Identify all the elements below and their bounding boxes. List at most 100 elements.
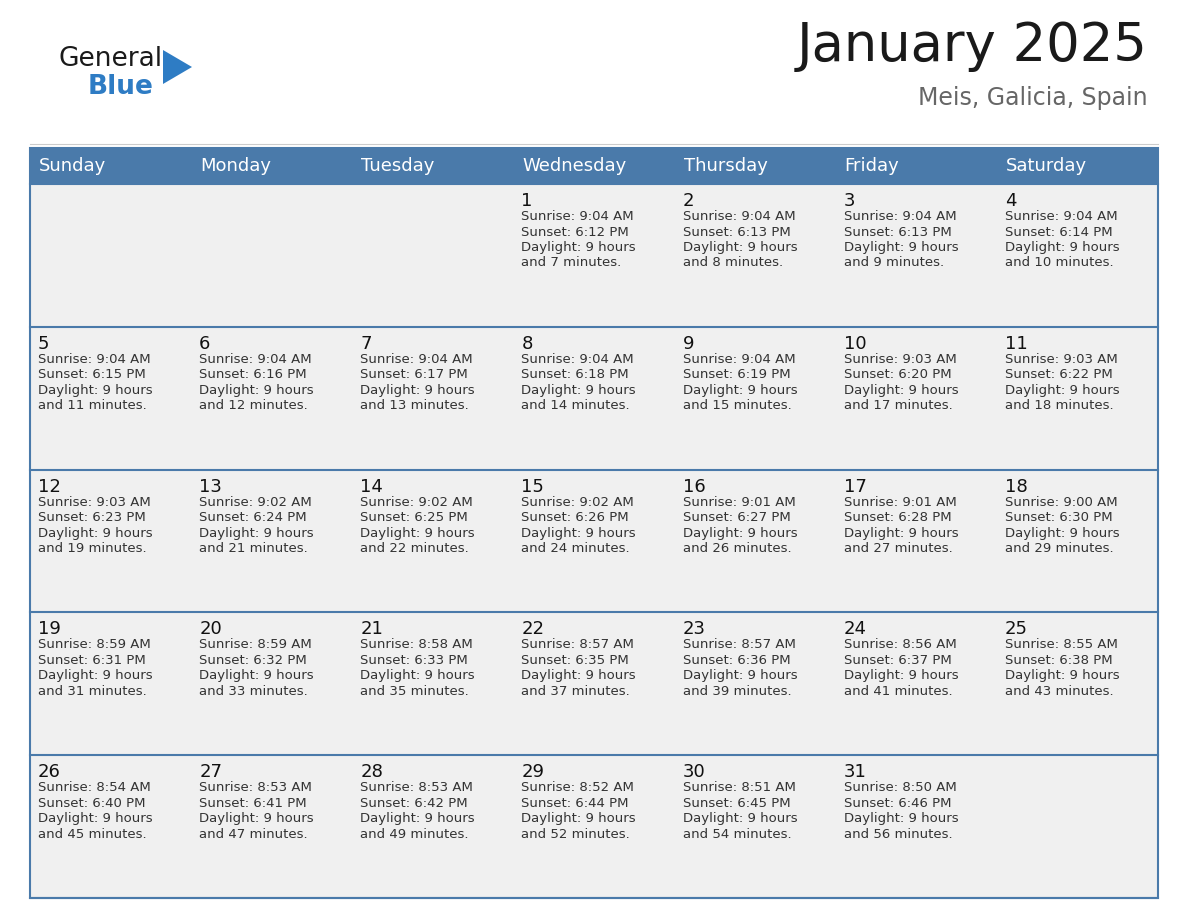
Bar: [513, 612, 675, 756]
Text: 10: 10: [843, 335, 866, 353]
Text: and 45 minutes.: and 45 minutes.: [38, 828, 146, 841]
Text: 14: 14: [360, 477, 384, 496]
Text: Daylight: 9 hours: Daylight: 9 hours: [843, 812, 959, 825]
Text: and 29 minutes.: and 29 minutes.: [1005, 543, 1113, 555]
Polygon shape: [163, 50, 192, 84]
Text: Daylight: 9 hours: Daylight: 9 hours: [200, 527, 314, 540]
Bar: [675, 148, 835, 184]
Text: Saturday: Saturday: [1006, 157, 1087, 175]
Bar: [30, 612, 191, 756]
Text: and 12 minutes.: and 12 minutes.: [200, 399, 308, 412]
Text: 16: 16: [683, 477, 706, 496]
Text: Daylight: 9 hours: Daylight: 9 hours: [683, 527, 797, 540]
Text: 2: 2: [683, 192, 694, 210]
Text: and 10 minutes.: and 10 minutes.: [1005, 256, 1113, 270]
Text: Daylight: 9 hours: Daylight: 9 hours: [200, 384, 314, 397]
Text: Daylight: 9 hours: Daylight: 9 hours: [360, 384, 475, 397]
Text: 11: 11: [1005, 335, 1028, 353]
Text: 7: 7: [360, 335, 372, 353]
Text: Daylight: 9 hours: Daylight: 9 hours: [38, 812, 152, 825]
Text: Wednesday: Wednesday: [523, 157, 627, 175]
Bar: [997, 756, 1158, 898]
Bar: [675, 470, 835, 612]
Text: Sunset: 6:12 PM: Sunset: 6:12 PM: [522, 226, 630, 239]
Text: Sunrise: 8:59 AM: Sunrise: 8:59 AM: [200, 638, 312, 652]
Text: 12: 12: [38, 477, 61, 496]
Text: 22: 22: [522, 621, 544, 638]
Text: and 35 minutes.: and 35 minutes.: [360, 685, 469, 698]
Bar: [191, 184, 353, 327]
Text: and 31 minutes.: and 31 minutes.: [38, 685, 147, 698]
Text: Daylight: 9 hours: Daylight: 9 hours: [360, 669, 475, 682]
Text: Daylight: 9 hours: Daylight: 9 hours: [843, 527, 959, 540]
Text: Sunset: 6:28 PM: Sunset: 6:28 PM: [843, 511, 952, 524]
Text: Sunset: 6:32 PM: Sunset: 6:32 PM: [200, 654, 307, 666]
Text: 23: 23: [683, 621, 706, 638]
Text: Sunset: 6:26 PM: Sunset: 6:26 PM: [522, 511, 630, 524]
Text: 5: 5: [38, 335, 50, 353]
Text: 30: 30: [683, 763, 706, 781]
Text: Sunrise: 8:55 AM: Sunrise: 8:55 AM: [1005, 638, 1118, 652]
Text: Sunset: 6:13 PM: Sunset: 6:13 PM: [683, 226, 790, 239]
Text: 28: 28: [360, 763, 384, 781]
Text: 27: 27: [200, 763, 222, 781]
Bar: [30, 756, 191, 898]
Text: 8: 8: [522, 335, 532, 353]
Text: Blue: Blue: [88, 74, 154, 100]
Bar: [835, 470, 997, 612]
Text: Sunrise: 9:03 AM: Sunrise: 9:03 AM: [843, 353, 956, 365]
Text: and 19 minutes.: and 19 minutes.: [38, 543, 146, 555]
Text: Sunset: 6:22 PM: Sunset: 6:22 PM: [1005, 368, 1113, 381]
Text: Sunrise: 9:02 AM: Sunrise: 9:02 AM: [200, 496, 312, 509]
Text: Sunset: 6:36 PM: Sunset: 6:36 PM: [683, 654, 790, 666]
Text: Daylight: 9 hours: Daylight: 9 hours: [843, 669, 959, 682]
Text: January 2025: January 2025: [797, 20, 1148, 72]
Bar: [353, 327, 513, 470]
Bar: [835, 612, 997, 756]
Text: Daylight: 9 hours: Daylight: 9 hours: [38, 527, 152, 540]
Text: Sunrise: 8:52 AM: Sunrise: 8:52 AM: [522, 781, 634, 794]
Bar: [835, 148, 997, 184]
Text: Sunrise: 8:59 AM: Sunrise: 8:59 AM: [38, 638, 151, 652]
Bar: [835, 327, 997, 470]
Text: Daylight: 9 hours: Daylight: 9 hours: [38, 669, 152, 682]
Text: and 8 minutes.: and 8 minutes.: [683, 256, 783, 270]
Text: 9: 9: [683, 335, 694, 353]
Bar: [675, 327, 835, 470]
Text: and 21 minutes.: and 21 minutes.: [200, 543, 308, 555]
Text: 19: 19: [38, 621, 61, 638]
Text: Sunrise: 9:04 AM: Sunrise: 9:04 AM: [522, 353, 634, 365]
Bar: [513, 148, 675, 184]
Text: Tuesday: Tuesday: [361, 157, 435, 175]
Text: and 52 minutes.: and 52 minutes.: [522, 828, 630, 841]
Text: Sunset: 6:35 PM: Sunset: 6:35 PM: [522, 654, 630, 666]
Text: Sunrise: 8:51 AM: Sunrise: 8:51 AM: [683, 781, 796, 794]
Text: 15: 15: [522, 477, 544, 496]
Bar: [997, 612, 1158, 756]
Text: Sunrise: 9:04 AM: Sunrise: 9:04 AM: [683, 210, 795, 223]
Text: Sunset: 6:40 PM: Sunset: 6:40 PM: [38, 797, 145, 810]
Text: and 13 minutes.: and 13 minutes.: [360, 399, 469, 412]
Text: Daylight: 9 hours: Daylight: 9 hours: [1005, 384, 1119, 397]
Text: Sunset: 6:46 PM: Sunset: 6:46 PM: [843, 797, 952, 810]
Text: Sunset: 6:33 PM: Sunset: 6:33 PM: [360, 654, 468, 666]
Text: and 15 minutes.: and 15 minutes.: [683, 399, 791, 412]
Bar: [30, 184, 191, 327]
Text: Sunrise: 8:57 AM: Sunrise: 8:57 AM: [522, 638, 634, 652]
Text: 1: 1: [522, 192, 532, 210]
Bar: [30, 148, 1158, 898]
Text: Sunrise: 9:04 AM: Sunrise: 9:04 AM: [1005, 210, 1118, 223]
Text: and 14 minutes.: and 14 minutes.: [522, 399, 630, 412]
Text: Sunset: 6:13 PM: Sunset: 6:13 PM: [843, 226, 952, 239]
Text: General: General: [58, 46, 162, 72]
Bar: [997, 470, 1158, 612]
Bar: [30, 327, 191, 470]
Text: 29: 29: [522, 763, 544, 781]
Text: Sunrise: 8:57 AM: Sunrise: 8:57 AM: [683, 638, 796, 652]
Text: Sunrise: 9:03 AM: Sunrise: 9:03 AM: [1005, 353, 1118, 365]
Text: Daylight: 9 hours: Daylight: 9 hours: [843, 384, 959, 397]
Bar: [191, 612, 353, 756]
Text: Sunrise: 8:58 AM: Sunrise: 8:58 AM: [360, 638, 473, 652]
Bar: [353, 756, 513, 898]
Text: Daylight: 9 hours: Daylight: 9 hours: [360, 812, 475, 825]
